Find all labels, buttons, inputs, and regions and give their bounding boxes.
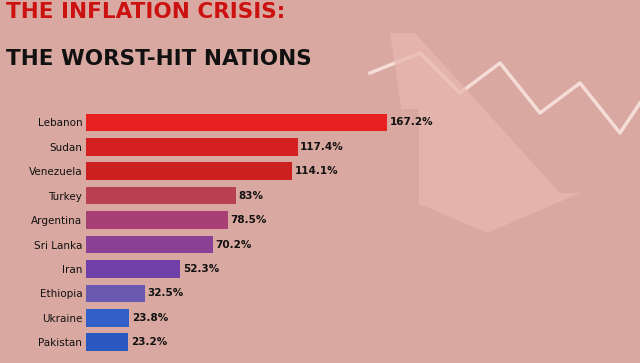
Bar: [86, 138, 298, 156]
Text: 70.2%: 70.2%: [216, 240, 252, 249]
Bar: [86, 260, 180, 278]
Text: 78.5%: 78.5%: [230, 215, 267, 225]
Polygon shape: [390, 33, 580, 233]
Bar: [86, 211, 228, 229]
Bar: [86, 162, 292, 180]
Text: 83%: 83%: [239, 191, 264, 201]
Text: 167.2%: 167.2%: [390, 117, 433, 127]
Text: 52.3%: 52.3%: [183, 264, 220, 274]
Bar: [86, 285, 145, 302]
Bar: [86, 187, 236, 204]
Text: 32.5%: 32.5%: [148, 289, 184, 298]
Text: 117.4%: 117.4%: [300, 142, 344, 152]
Text: 23.8%: 23.8%: [132, 313, 168, 323]
Bar: [86, 309, 129, 327]
Bar: [86, 236, 212, 253]
Bar: [86, 114, 387, 131]
Bar: [86, 334, 128, 351]
Text: 114.1%: 114.1%: [294, 166, 338, 176]
Text: THE INFLATION CRISIS:: THE INFLATION CRISIS:: [6, 2, 285, 22]
Text: 23.2%: 23.2%: [131, 337, 167, 347]
Text: THE WORST-HIT NATIONS: THE WORST-HIT NATIONS: [6, 49, 312, 69]
